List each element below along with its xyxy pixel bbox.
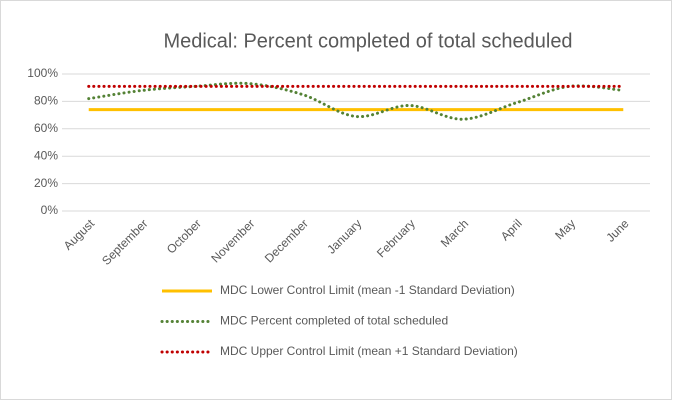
legend-label: MDC Upper Control Limit (mean +1 Standar…: [220, 344, 518, 358]
chart-title: Medical: Percent completed of total sche…: [163, 30, 572, 52]
y-tick-label: 100%: [27, 66, 58, 80]
legend-label: MDC Percent completed of total scheduled: [220, 314, 448, 328]
y-tick-label: 40%: [34, 148, 58, 162]
y-tick-label: 20%: [34, 176, 58, 190]
legend-label: MDC Lower Control Limit (mean -1 Standar…: [220, 283, 515, 297]
y-tick-label: 60%: [34, 121, 58, 135]
y-tick-label: 80%: [34, 94, 58, 108]
y-tick-label: 0%: [41, 203, 59, 217]
